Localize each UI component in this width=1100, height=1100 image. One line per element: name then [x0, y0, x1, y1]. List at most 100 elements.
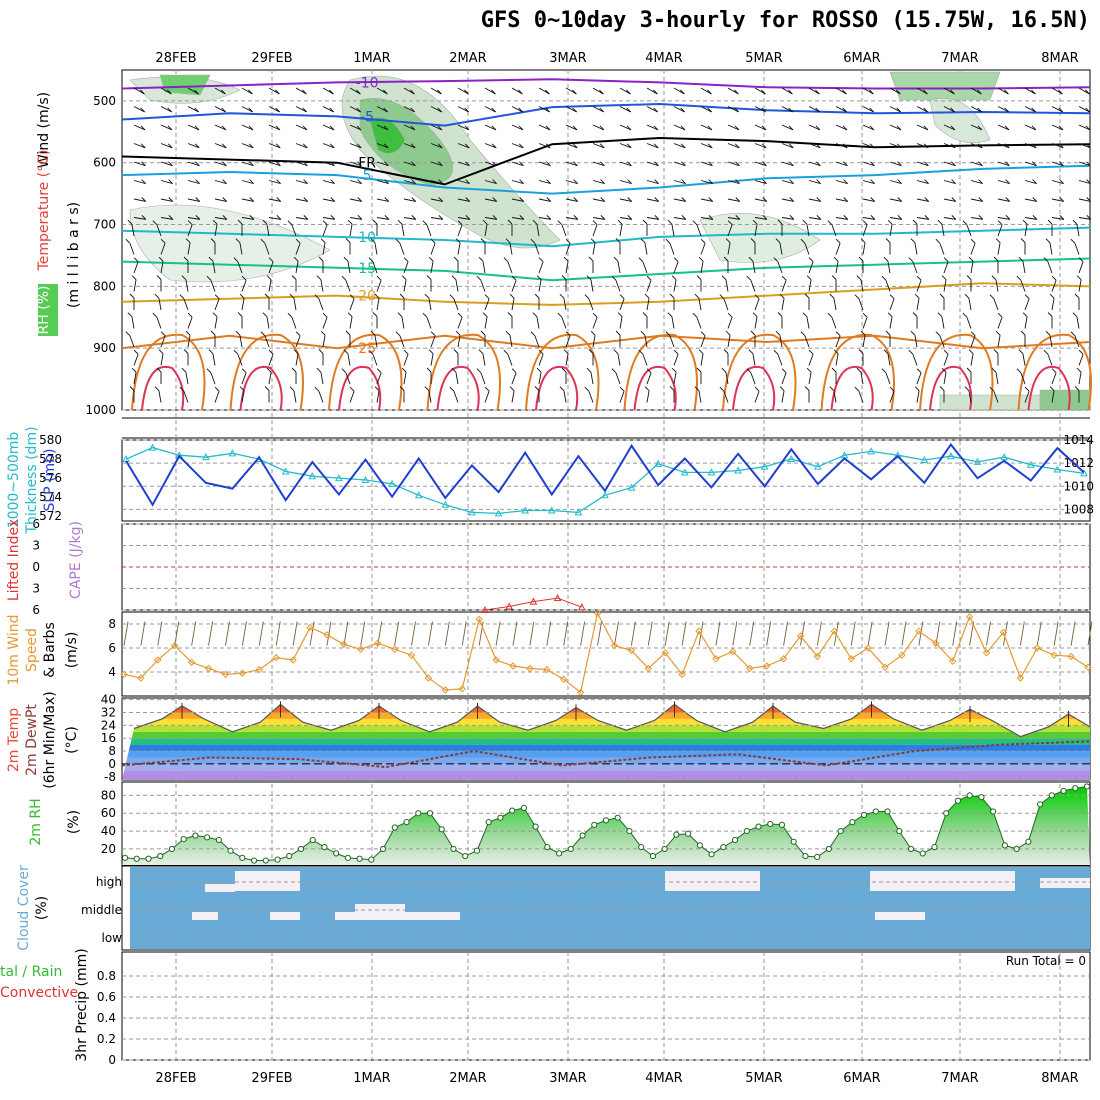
wind-barb: [430, 243, 436, 255]
wind-barb-feather: [424, 293, 430, 299]
wind-barb-feather: [303, 215, 309, 220]
wind-barb-feather: [424, 386, 430, 392]
wind-barb-feather: [449, 386, 455, 392]
wind-barb: [480, 372, 486, 385]
wind-barb: [943, 198, 956, 202]
wind-barb-feather: [943, 349, 949, 355]
wind-barb: [916, 298, 920, 311]
wind-barb: [214, 161, 227, 167]
wind-barb: [160, 261, 164, 274]
wind-barb: [565, 180, 578, 185]
wind-barb: [619, 217, 632, 220]
rh-point: [473, 847, 481, 854]
wind-barb-feather: [221, 143, 227, 149]
surface-wind-barb: [394, 621, 400, 646]
wind-barb: [403, 161, 416, 167]
wind-speed-point: [238, 669, 247, 677]
wind-barb-feather: [1031, 107, 1037, 113]
wind-barb-feather: [1024, 294, 1030, 300]
panel-frame-wind: [121, 611, 1091, 697]
wind-barb-feather: [750, 238, 756, 243]
wind-barb: [534, 335, 540, 348]
wind-barb: [777, 354, 783, 366]
wind-barb-feather: [287, 312, 293, 318]
wind-barb-feather: [885, 238, 891, 243]
wind-ylabel-4: (m/s): [64, 632, 80, 669]
wind-barb-feather: [937, 219, 943, 225]
wind-barb-feather: [827, 220, 833, 226]
wind-barb: [885, 372, 891, 385]
wind-barb: [727, 217, 740, 220]
surface-wind-barb: [241, 621, 247, 646]
wind-barb: [889, 106, 901, 113]
thickness-point: [787, 455, 796, 463]
temp-ylabel-1: 2m Temp: [6, 708, 22, 772]
wind-barb-feather: [789, 197, 795, 202]
wind-barb: [1024, 316, 1028, 329]
rh-point: [837, 827, 844, 835]
wind-barb: [133, 124, 146, 131]
wind-barb: [1076, 224, 1080, 237]
wind-barb: [781, 217, 794, 220]
wind-barb: [831, 317, 837, 329]
wind-barb-feather: [430, 331, 436, 337]
temp-color-band: [122, 763, 1090, 771]
wind-speed-point: [560, 675, 568, 683]
wind-barb-feather: [430, 238, 436, 244]
wind-barb: [403, 180, 416, 185]
wind-barb-feather: [141, 179, 146, 184]
wind-barb-feather: [437, 89, 442, 95]
wind-barb: [565, 243, 571, 255]
wind-barb: [1024, 391, 1030, 403]
wind-barb-feather: [518, 125, 524, 131]
wind-barb: [970, 243, 976, 255]
wind-barb-feather: [276, 179, 281, 184]
wind-barb-feather: [870, 197, 876, 202]
slp-tick-label: 1010: [1063, 479, 1094, 493]
temperature-contour: [121, 78, 1091, 90]
wind-barb: [916, 106, 928, 113]
wind-barb-feather: [708, 215, 714, 220]
wind-barb: [239, 242, 243, 255]
wind-barb-feather: [789, 161, 794, 167]
wind-barb: [430, 180, 443, 185]
thickness-point: [1053, 465, 1062, 473]
wind-barb-feather: [1085, 107, 1091, 113]
wind-barb: [835, 217, 848, 220]
surface-wind-barb: [411, 621, 416, 646]
wind-barb: [160, 124, 173, 131]
wind-speed-point: [509, 662, 517, 670]
wind-barb: [725, 279, 729, 292]
wind-barb: [912, 261, 918, 274]
warm-cell-contour: [830, 365, 874, 411]
wind-barb: [241, 180, 254, 185]
wind-barb-feather: [619, 294, 625, 300]
wind-barb: [509, 242, 513, 255]
wind-barb-feather: [831, 275, 837, 280]
wind-barb: [997, 198, 1010, 202]
wind-barb: [808, 261, 814, 274]
wind-barb: [511, 372, 517, 385]
wind-barb-feather: [194, 125, 200, 131]
wind-barb: [183, 298, 189, 311]
wind-barb-feather: [881, 275, 887, 281]
wind-barb-feather: [788, 125, 794, 131]
cape-ylabel-cape: CAPE (J/kg): [68, 521, 84, 599]
wind-barb-feather: [141, 161, 146, 167]
wind-barb: [538, 198, 551, 202]
wind-barb: [1051, 106, 1063, 113]
wind-barb: [565, 335, 571, 348]
wind-barb-feather: [707, 125, 713, 131]
wind-barb-feather: [950, 107, 956, 113]
temp-ylabel-3: (6hr Min/Max): [42, 691, 58, 788]
wind-barb-feather: [545, 125, 551, 131]
wind-barb-feather: [573, 161, 578, 167]
wind-barb: [970, 353, 974, 366]
wind-barb: [835, 335, 841, 348]
wind-barb: [561, 317, 567, 329]
wind-barb: [970, 124, 983, 131]
wind-barb: [727, 124, 740, 131]
warm-cell-contour: [1027, 365, 1071, 411]
surface-wind-barb: [766, 621, 772, 646]
wind-tick-label: 4: [108, 665, 116, 679]
